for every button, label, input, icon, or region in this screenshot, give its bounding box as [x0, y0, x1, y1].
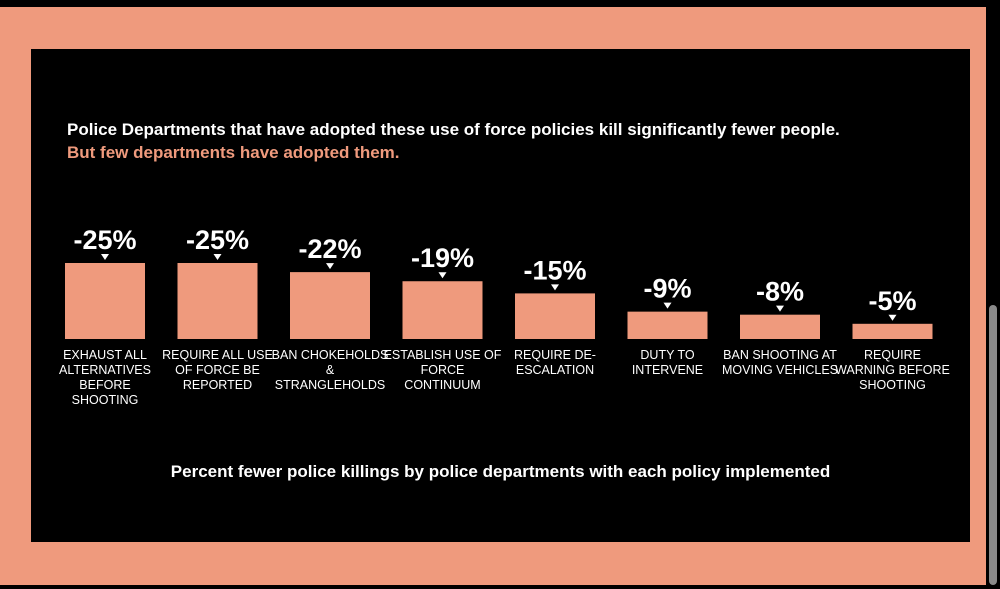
bar — [740, 314, 820, 339]
bar — [402, 281, 483, 339]
bar-value-label: -25% — [73, 225, 136, 255]
category-label: BAN CHOKEHOLDS & STRANGLEHOLDS — [271, 348, 389, 392]
bar-value-label: -19% — [411, 243, 474, 273]
bar-value-label: -9% — [643, 274, 691, 304]
category-label: REQUIRE DE-ESCALATION — [514, 348, 596, 377]
headline: Police Departments that have adopted the… — [67, 120, 840, 139]
pointer-arrow-icon — [101, 254, 109, 260]
bar-value-label: -25% — [186, 225, 249, 255]
category-label: EXHAUST ALL ALTERNATIVES BEFORE SHOOTING — [59, 348, 151, 407]
bar — [627, 311, 708, 339]
bar-value-label: -5% — [868, 286, 916, 316]
scrollbar-thumb[interactable] — [989, 305, 997, 585]
bar — [852, 323, 933, 339]
pointer-arrow-icon — [438, 272, 447, 279]
bar-value-label: -15% — [523, 255, 586, 285]
subheadline: But few departments have adopted them. — [67, 143, 400, 162]
category-label: REQUIRE ALL USE OF FORCE BE REPORTED — [162, 348, 273, 392]
category-label: BAN SHOOTING AT MOVING VEHICLES — [722, 348, 838, 377]
pointer-arrow-icon — [888, 314, 897, 321]
pointer-arrow-icon — [551, 284, 559, 291]
chart-panel: Police Departments that have adopted the… — [31, 49, 970, 542]
category-label: ESTABLISH USE OF FORCE CONTINUUM — [383, 348, 502, 392]
pointer-arrow-icon — [663, 302, 672, 309]
bar-value-label: -22% — [298, 234, 361, 264]
bar-chart: -25% -25% -22% -19% -15% -9% -8% -5% — [65, 225, 933, 339]
pointer-arrow-icon — [776, 305, 784, 312]
bar — [177, 263, 258, 339]
bar-value-label: -8% — [756, 277, 804, 307]
bar — [65, 263, 145, 339]
bar — [515, 293, 595, 339]
pointer-arrow-icon — [326, 263, 334, 270]
pointer-arrow-icon — [213, 254, 222, 260]
bar — [290, 272, 370, 339]
chart-caption: Percent fewer police killings by police … — [170, 462, 831, 481]
category-label: DUTY TO INTERVENE — [631, 348, 704, 377]
category-label: REQUIRE WARNING BEFORE SHOOTING — [835, 348, 950, 392]
